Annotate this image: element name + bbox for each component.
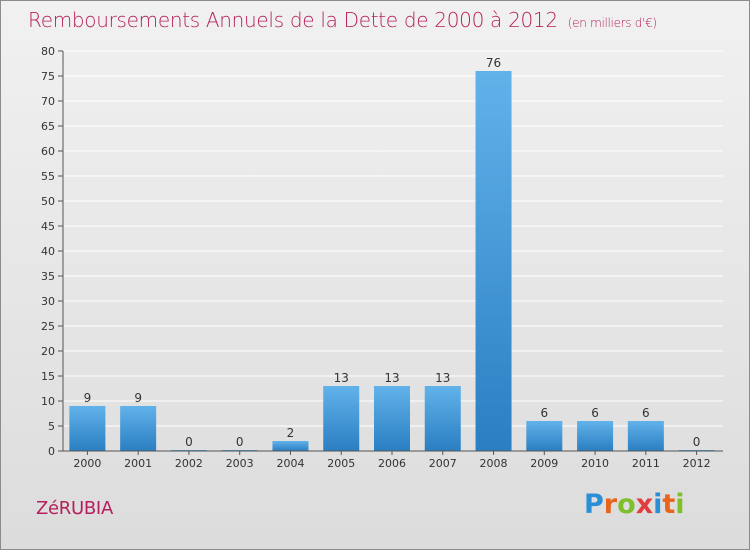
bar	[424, 386, 461, 451]
x-tick-label: 2004	[276, 457, 304, 470]
y-axis: 0 5 10 15 20 25 30 35 40 45 50 55 60 65 70 75 80	[41, 45, 64, 458]
x-tick-label: 2005	[327, 457, 355, 470]
data-label: 0	[693, 435, 701, 449]
x-tick-label: 2010	[581, 457, 609, 470]
x-tick-label: 2006	[378, 457, 406, 470]
y-tick-label: 45	[41, 220, 55, 233]
y-tick-label: 55	[41, 170, 55, 183]
y-tick-label: 60	[41, 145, 55, 158]
bar	[323, 386, 360, 451]
data-label: 9	[84, 391, 92, 405]
bar	[627, 421, 664, 451]
bar	[526, 421, 563, 451]
bar	[69, 406, 106, 451]
data-label: 9	[134, 391, 142, 405]
x-tick-label: 2003	[226, 457, 254, 470]
y-tick-label: 0	[48, 445, 55, 458]
logo-letter: x	[635, 489, 654, 520]
y-tick-label: 50	[41, 195, 55, 208]
x-axis: 2000 2001 2002 2003 2004 2005 2006 2007 2008 2009…	[63, 450, 723, 470]
bar	[475, 71, 512, 451]
bar	[374, 386, 410, 451]
logo-letter: i	[675, 489, 685, 520]
data-label: 6	[642, 406, 650, 420]
y-tick-label: 75	[41, 70, 55, 83]
data-label: 0	[236, 435, 244, 449]
logo-letter: i	[653, 489, 663, 520]
x-tick-label: 2011	[632, 457, 660, 470]
y-tick-label: 15	[41, 370, 55, 383]
data-label: 6	[540, 406, 548, 420]
data-label: 2	[287, 426, 295, 440]
y-tick-label: 10	[41, 395, 55, 408]
y-tick-label: 5	[48, 420, 55, 433]
chart-subtitle: (en milliers d'€)	[567, 16, 657, 30]
x-tick-label: 2002	[175, 457, 203, 470]
data-label: 0	[185, 435, 193, 449]
logo-letter: P	[584, 489, 604, 520]
bar	[577, 421, 614, 451]
town-name: ZéRUBIA	[36, 498, 113, 519]
y-tick-label: 40	[41, 245, 55, 258]
logo-letter: r	[603, 489, 618, 520]
x-tick-label: 2001	[124, 457, 152, 470]
y-tick-label: 30	[41, 295, 55, 308]
data-label: 13	[435, 371, 450, 385]
bars: 9 9 0 0 2 13 13 13 76 6 6 6 0	[69, 56, 715, 451]
x-tick-label: 2007	[429, 457, 457, 470]
y-tick-label: 20	[41, 345, 55, 358]
y-tick-label: 80	[41, 45, 55, 58]
x-tick-label: 2000	[73, 457, 101, 470]
x-tick-label: 2008	[480, 457, 508, 470]
y-tick-label: 65	[41, 120, 55, 133]
chart-title: Remboursements Annuels de la Dette de 20…	[28, 8, 657, 32]
logo-letter: t	[662, 489, 676, 520]
data-label: 6	[591, 406, 599, 420]
y-tick-label: 35	[41, 270, 55, 283]
y-tick-label: 70	[41, 95, 55, 108]
chart-title-text: Remboursements Annuels de la Dette de 20…	[28, 8, 558, 32]
x-tick-label: 2009	[530, 457, 558, 470]
proxiti-logo: Proxiti	[584, 489, 685, 520]
logo-letter: o	[617, 489, 636, 520]
data-label: 13	[334, 371, 349, 385]
x-tick-label: 2012	[683, 457, 711, 470]
y-tick-label: 25	[41, 320, 55, 333]
bar	[272, 441, 309, 451]
data-label: 13	[384, 371, 399, 385]
bar	[120, 406, 157, 451]
data-label: 76	[486, 56, 501, 70]
